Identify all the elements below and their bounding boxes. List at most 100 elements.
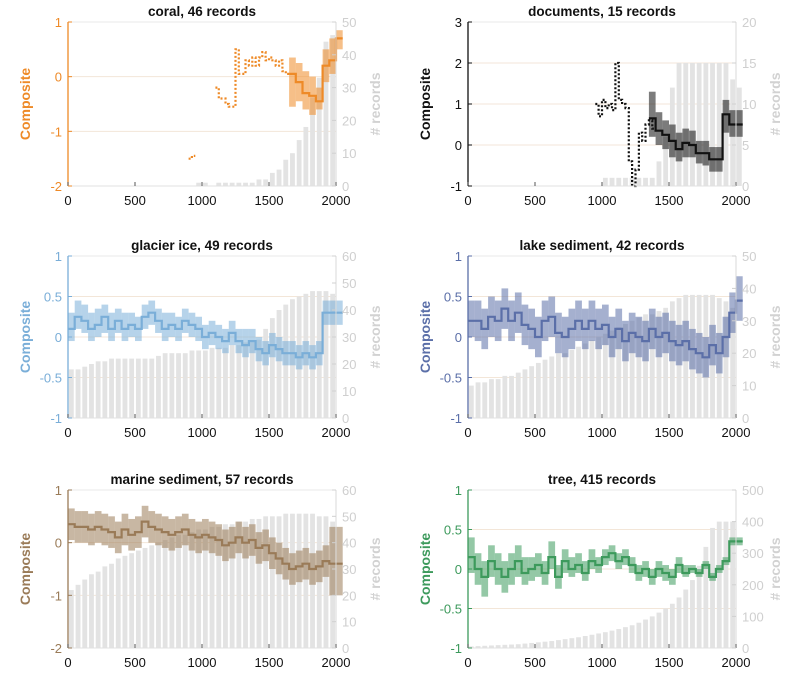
panel-5: 0 500 1000 1500 2000 -1 -0.5 0 0.5 1 0 100 200 300 400… (417, 472, 783, 670)
record-bar (189, 532, 195, 648)
record-bar (142, 547, 148, 648)
record-bar (482, 645, 488, 648)
y2-tick-label: 40 (742, 281, 756, 296)
record-bar (542, 359, 548, 418)
x-tick-label: 2000 (722, 425, 751, 440)
record-bar (263, 516, 269, 648)
record-bar (209, 347, 215, 418)
uncertainty-band (581, 561, 589, 581)
record-bar (609, 630, 615, 648)
record-bar (129, 358, 135, 418)
record-bar (236, 521, 242, 648)
record-bar (529, 642, 535, 648)
record-bar (643, 619, 648, 648)
uncertainty-band (336, 526, 343, 596)
y2-tick-label: 200 (742, 578, 764, 593)
record-bar (229, 182, 235, 186)
record-bar (730, 307, 736, 418)
uncertainty-band (468, 300, 475, 337)
record-bar (609, 177, 615, 186)
y2-tick-label: 20 (342, 588, 356, 603)
record-bar (310, 97, 315, 186)
x-tick-label: 500 (124, 193, 146, 208)
panel-title: marine sediment, 57 records (110, 472, 293, 487)
record-bar (129, 553, 135, 648)
record-bar (495, 645, 501, 648)
y-tick-label: 1 (55, 15, 62, 30)
record-bar (636, 177, 642, 186)
record-bar (256, 518, 262, 648)
record-bar (223, 524, 228, 648)
uncertainty-band (648, 91, 656, 137)
record-bar (549, 356, 555, 418)
y2-tick-label: 20 (342, 113, 356, 128)
record-bar (616, 629, 622, 648)
y-tick-label: 2 (455, 56, 462, 71)
record-bar (515, 372, 521, 418)
y-tick-label: -1 (450, 411, 462, 426)
record-bar (623, 324, 628, 418)
y2-tick-label: 10 (742, 379, 756, 394)
uncertainty-band (722, 99, 730, 133)
record-bar (323, 41, 329, 187)
record-bar (263, 328, 269, 418)
x-tick-label: 0 (64, 425, 71, 440)
record-bar (269, 516, 275, 648)
y-tick-label: -1 (50, 124, 62, 139)
record-bar (156, 542, 161, 648)
y2-axis-label: # records (367, 537, 383, 600)
panel-4: 0 500 1000 1500 2000-2-1010102030405060marin… (17, 472, 383, 670)
y2-tick-label: 0 (742, 179, 749, 194)
y-tick-label: 0 (55, 70, 62, 85)
record-bar (576, 346, 581, 418)
x-tick-label: 1000 (188, 193, 217, 208)
y-tick-label: 1 (455, 483, 462, 498)
record-bar (269, 172, 275, 186)
y-tick-label: -1 (50, 411, 62, 426)
uncertainty-band (329, 38, 336, 74)
y2-tick-label: 0 (342, 179, 349, 194)
record-bar (290, 153, 295, 186)
y-tick-label: 3 (455, 15, 462, 30)
record-bar (690, 580, 695, 648)
uncertainty-band (81, 304, 89, 333)
record-bar (656, 161, 662, 186)
record-bar (89, 574, 94, 648)
record-bar (643, 177, 648, 186)
panel-1: 0 500 1000 1500 2000-1012305101520documents,… (417, 4, 783, 208)
x-tick-label: 2000 (322, 193, 351, 208)
record-bar (75, 584, 81, 648)
y-tick-label: 0.5 (44, 290, 62, 305)
x-tick-label: 1000 (188, 425, 217, 440)
record-bar (582, 635, 588, 648)
composite-line (68, 311, 343, 359)
x-tick-label: 1500 (255, 193, 284, 208)
record-bar (710, 527, 715, 648)
uncertainty-band (302, 71, 310, 110)
record-bar (303, 126, 309, 186)
record-bar (223, 347, 228, 418)
record-bar (202, 350, 208, 418)
record-bar (522, 369, 528, 418)
record-bar (316, 77, 322, 186)
y2-tick-label: 0 (742, 411, 749, 426)
y-axis-label: Composite (417, 68, 433, 141)
record-bar (529, 366, 535, 418)
composite-line (468, 540, 743, 579)
record-bar (710, 63, 715, 186)
x-tick-label: 1500 (255, 425, 284, 440)
x-tick-label: 0 (64, 193, 71, 208)
record-bar (283, 513, 289, 648)
x-tick-label: 1000 (588, 655, 617, 670)
record-bar (68, 590, 74, 648)
composite-line (468, 299, 743, 359)
y2-tick-label: 50 (342, 509, 356, 524)
uncertainty-band (68, 312, 75, 342)
y2-tick-label: 400 (742, 515, 764, 530)
y2-tick-label: 50 (342, 276, 356, 291)
record-bar (663, 307, 669, 418)
y-tick-label: -0.5 (440, 602, 462, 617)
uncertainty-band (548, 541, 556, 569)
record-bar (196, 350, 202, 418)
x-tick-label: 500 (524, 655, 546, 670)
